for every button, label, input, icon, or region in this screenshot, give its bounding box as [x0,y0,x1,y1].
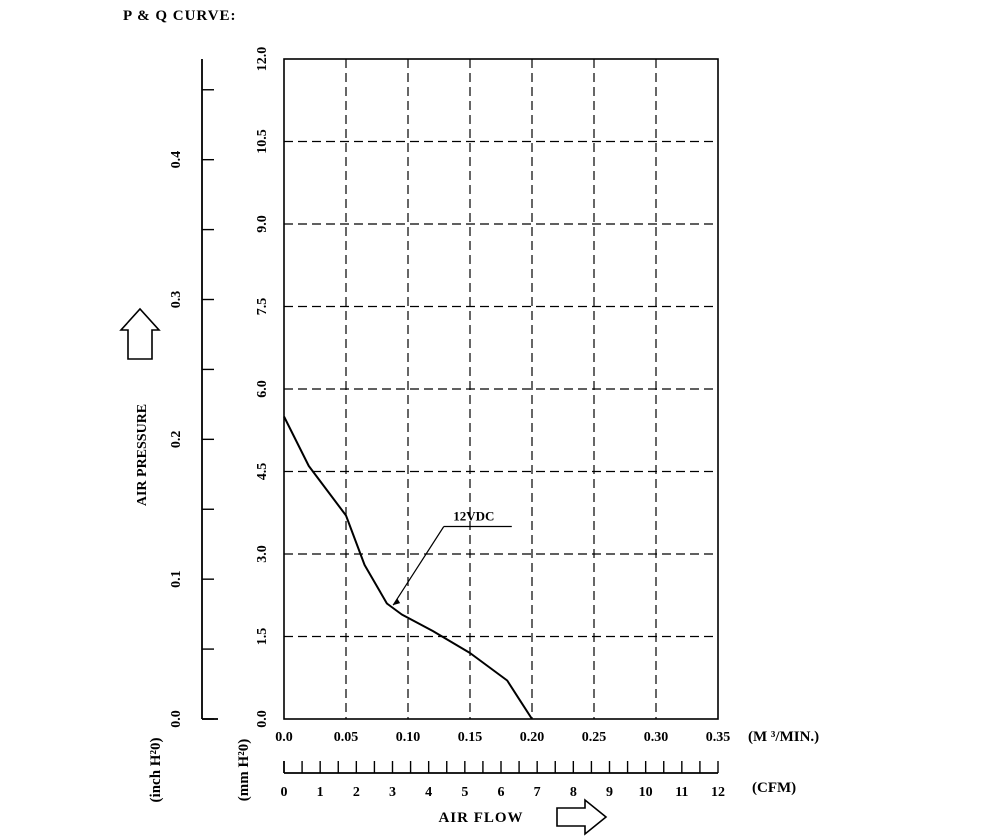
x-tick-label: 0.20 [520,730,545,745]
cfm-tick-label: 3 [389,785,396,800]
right-arrow-icon [556,798,608,836]
x-tick-label: 0.15 [458,730,483,745]
y-tick-label: 6.0 [255,380,270,398]
cfm-tick-label: 6 [498,785,505,800]
y-tick-label: 1.5 [255,628,270,646]
cfm-tick-label: 8 [570,785,577,800]
y-axis-title: AIR PRESSURE [135,404,150,506]
y-unit-primary: (mm H²0) [236,739,252,801]
inch-tick-label: 0.1 [169,570,184,588]
y-unit-secondary: (inch H²0) [148,738,164,803]
y-tick-label: 4.5 [255,463,270,481]
cfm-tick-label: 5 [461,785,468,800]
x-unit-primary: (M ³/MIN.) [748,729,819,745]
inch-tick-label: 0.4 [169,151,184,169]
y-tick-label: 9.0 [255,215,270,233]
annotation-arrowhead [393,598,401,606]
cfm-tick-label: 10 [639,785,653,800]
x-tick-label: 0.0 [275,730,293,745]
cfm-tick-label: 0 [281,785,288,800]
inch-tick-label: 0.2 [169,431,184,449]
y-tick-label: 3.0 [255,545,270,563]
x-axis-title: AIR FLOW [438,810,523,826]
inch-tick-label: 0.3 [169,291,184,309]
up-arrow-icon [119,307,161,360]
series-curve [283,416,533,720]
y-tick-label: 0.0 [255,710,270,728]
cfm-tick-label: 9 [606,785,613,800]
annotation-label: 12VDC [453,509,494,524]
cfm-tick-label: 12 [711,785,725,800]
y-tick-label: 7.5 [255,298,270,316]
cfm-tick-label: 2 [353,785,360,800]
x-unit-secondary: (CFM) [752,780,796,796]
x-tick-label: 0.05 [334,730,359,745]
inch-tick-label: 0.0 [169,710,184,728]
y-tick-label: 10.5 [255,129,270,154]
figure-title: P & Q CURVE: [123,8,237,24]
x-tick-label: 0.10 [396,730,421,745]
cfm-tick-label: 1 [317,785,324,800]
cfm-tick-label: 11 [675,785,688,800]
x-tick-label: 0.35 [706,730,731,745]
cfm-tick-label: 7 [534,785,541,800]
y-tick-label: 12.0 [255,47,270,72]
x-tick-label: 0.30 [644,730,669,745]
cfm-tick-label: 4 [425,785,432,800]
annotation-leader [392,526,445,606]
x-tick-label: 0.25 [582,730,607,745]
